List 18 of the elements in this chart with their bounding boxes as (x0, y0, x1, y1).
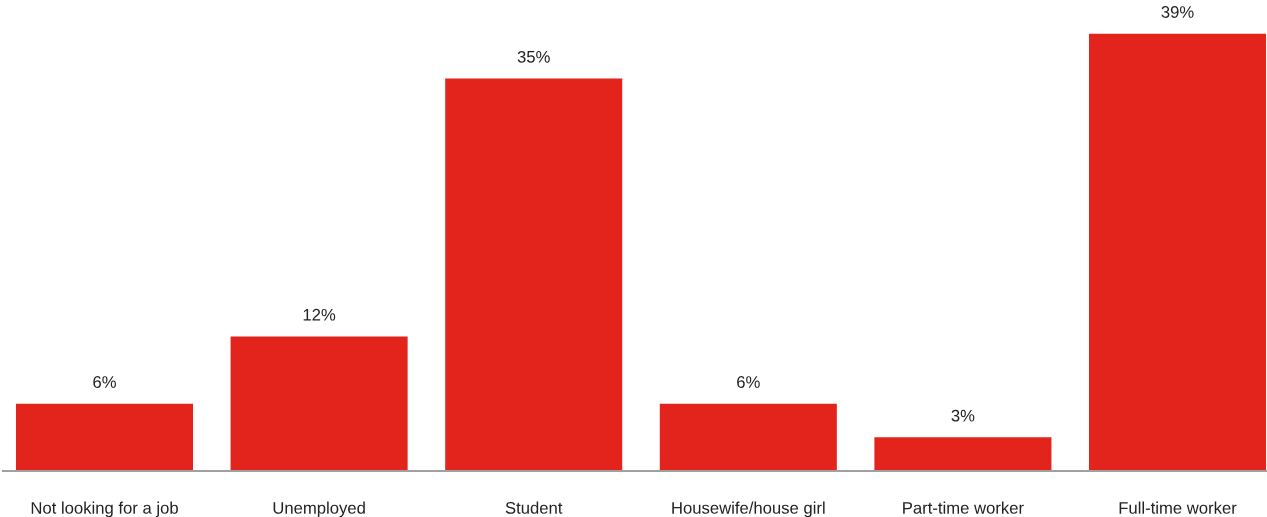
data-label: 3% (951, 409, 975, 422)
bar (874, 437, 1052, 471)
x-tick-label: Part-time worker (903, 501, 1024, 514)
data-label: 35% (517, 50, 550, 63)
bar (445, 78, 623, 471)
data-label: 6% (93, 376, 116, 388)
data-label: 6% (737, 376, 760, 388)
data-label: 12% (303, 308, 336, 321)
x-tick-label: Student (505, 501, 563, 514)
data-label: 39% (1161, 6, 1194, 18)
x-tick-label: Unemployed (273, 501, 365, 517)
bar (15, 403, 194, 471)
x-tick-label: Full-time worker (1119, 501, 1237, 514)
bar (1088, 33, 1267, 471)
bar (230, 336, 408, 471)
x-tick-label: Not looking for a job (31, 501, 178, 517)
x-tick-label: Housewife/house girl (672, 501, 825, 517)
bar (659, 403, 837, 471)
